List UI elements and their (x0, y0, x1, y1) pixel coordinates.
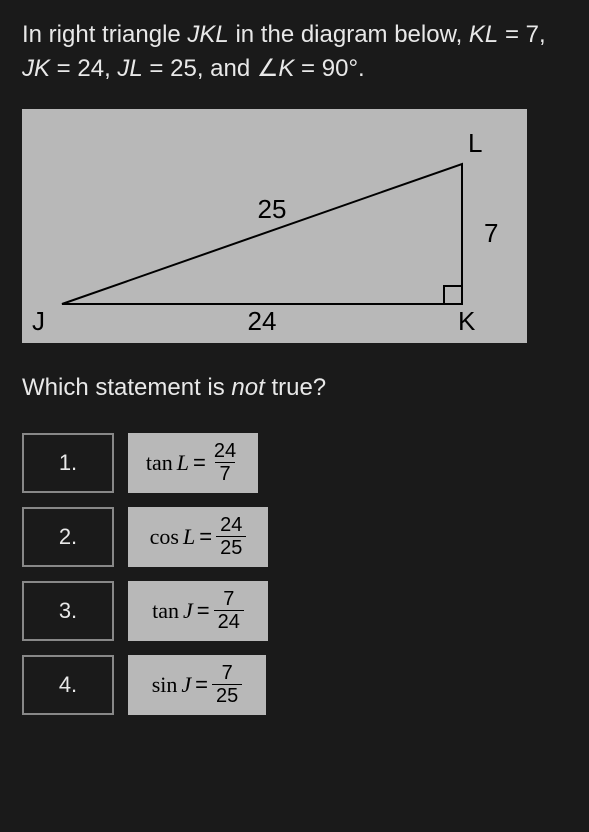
denominator: 25 (212, 684, 242, 707)
svg-text:7: 7 (484, 218, 498, 248)
triangle-diagram: J K L 25 24 7 (22, 109, 527, 343)
followup-p2: true? (265, 374, 326, 401)
equals: = (197, 598, 210, 624)
q-jl-eq: = 25, and ∠ (143, 55, 279, 82)
followup-not: not (231, 374, 264, 401)
trig-func: cos (150, 524, 179, 550)
option-button-3[interactable]: 3. (22, 581, 114, 641)
trig-func: tan (146, 450, 173, 476)
angle-var: J (183, 598, 193, 624)
followup-p1: Which statement is (22, 374, 231, 401)
q-jk-eq: = 24, (50, 55, 117, 82)
option-row: 2.cosL = 2425 (22, 507, 567, 567)
option-expression: tanJ = 724 (128, 581, 268, 641)
option-row: 3.tanJ = 724 (22, 581, 567, 641)
option-button-4[interactable]: 4. (22, 655, 114, 715)
trig-func: tan (152, 598, 179, 624)
fraction: 725 (212, 662, 242, 707)
option-expression: sinJ = 725 (128, 655, 266, 715)
equals: = (195, 672, 208, 698)
svg-text:J: J (32, 306, 45, 336)
numerator: 7 (219, 588, 238, 610)
question-text: In right triangle JKL in the diagram bel… (22, 18, 567, 85)
option-button-1[interactable]: 1. (22, 433, 114, 493)
q-jl: JL (117, 55, 142, 82)
option-row: 4.sinJ = 725 (22, 655, 567, 715)
option-expression: cosL = 2425 (128, 507, 268, 567)
angle-var: J (181, 672, 191, 698)
q-kl-eq: = 7, (498, 21, 545, 48)
option-button-2[interactable]: 2. (22, 507, 114, 567)
denominator: 24 (214, 610, 244, 633)
options-list: 1.tanL = 2472.cosL = 24253.tanJ = 7244.s… (22, 433, 567, 715)
option-row: 1.tanL = 247 (22, 433, 567, 493)
svg-text:L: L (468, 128, 482, 158)
denominator: 7 (215, 462, 234, 485)
fraction: 724 (214, 588, 244, 633)
q-kl: KL (469, 21, 498, 48)
triangle-svg: J K L 25 24 7 (22, 109, 527, 343)
q-k: K (278, 55, 294, 82)
svg-text:24: 24 (248, 306, 277, 336)
option-expression: tanL = 247 (128, 433, 258, 493)
equals: = (193, 450, 206, 476)
numerator: 24 (210, 440, 240, 462)
q-angle-eq: = 90°. (294, 55, 364, 82)
q-mid: in the diagram below, (229, 21, 469, 48)
trig-func: sin (152, 672, 178, 698)
fraction: 247 (210, 440, 240, 485)
equals: = (199, 524, 212, 550)
followup-text: Which statement is not true? (22, 371, 567, 405)
numerator: 7 (218, 662, 237, 684)
svg-text:25: 25 (258, 194, 287, 224)
denominator: 25 (216, 536, 246, 559)
q-jk: JK (22, 55, 50, 82)
angle-var: L (183, 524, 195, 550)
fraction: 2425 (216, 514, 246, 559)
numerator: 24 (216, 514, 246, 536)
q-prefix: In right triangle (22, 21, 187, 48)
q-triangle: JKL (187, 21, 228, 48)
svg-text:K: K (458, 306, 476, 336)
angle-var: L (177, 450, 189, 476)
